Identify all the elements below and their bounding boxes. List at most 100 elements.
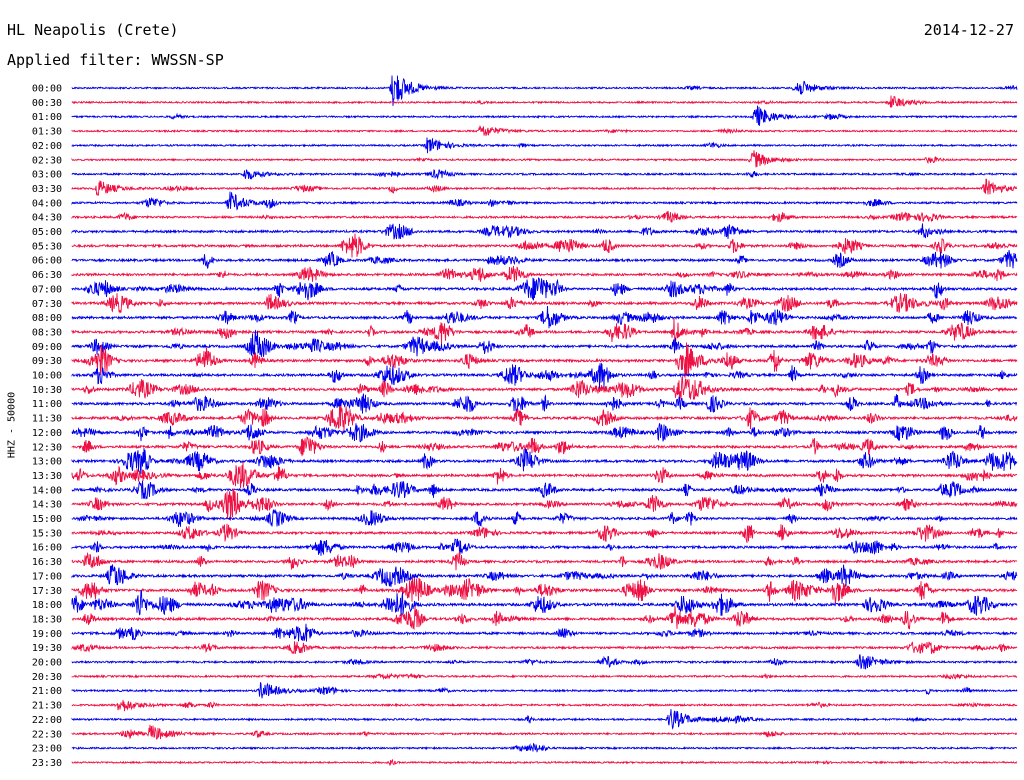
trace-row-1900 <box>71 623 1018 642</box>
row-label-0500: 05:00 <box>32 227 62 238</box>
trace-row-2100 <box>71 682 1018 699</box>
trace-row-1030 <box>71 375 1018 403</box>
row-label-1800: 18:00 <box>32 600 62 611</box>
row-label-2230: 22:30 <box>32 729 62 740</box>
row-label-2330: 23:30 <box>32 758 62 769</box>
trace-row-1330 <box>71 461 1018 489</box>
trace-row-2030 <box>71 672 1018 681</box>
row-label-1730: 17:30 <box>32 586 62 597</box>
trace-row-1730 <box>71 577 1018 604</box>
row-label-1630: 16:30 <box>32 557 62 568</box>
trace-row-1400 <box>71 480 1018 500</box>
trace-row-1930 <box>71 641 1018 655</box>
row-label-0030: 00:30 <box>32 98 62 109</box>
trace-row-1130 <box>71 405 1018 432</box>
trace-row-1700 <box>71 564 1018 587</box>
trace-row-0600 <box>71 250 1018 269</box>
trace-row-0000 <box>71 75 1018 106</box>
trace-row-1200 <box>71 423 1018 443</box>
trace-row-2130 <box>71 700 1018 712</box>
row-label-2130: 21:30 <box>32 701 62 712</box>
station-title: HL Neapolis (Crete) <box>7 21 179 39</box>
trace-row-1100 <box>71 393 1018 414</box>
trace-row-0500 <box>71 223 1018 240</box>
row-label-1130: 11:30 <box>32 414 62 425</box>
row-label-0400: 04:00 <box>32 198 62 209</box>
row-label-1330: 13:30 <box>32 471 62 482</box>
row-label-0430: 04:30 <box>32 213 62 224</box>
trace-row-1800 <box>71 590 1018 617</box>
row-label-1930: 19:30 <box>32 643 62 654</box>
row-label-1430: 14:30 <box>32 500 62 511</box>
filter-label: Applied filter: WWSSN-SP <box>7 51 224 69</box>
row-label-0300: 03:00 <box>32 170 62 181</box>
trace-row-2300 <box>71 742 1018 753</box>
row-label-1400: 14:00 <box>32 485 62 496</box>
row-label-2030: 20:30 <box>32 672 62 683</box>
trace-row-1230 <box>71 436 1017 457</box>
trace-row-0530 <box>71 233 1018 258</box>
row-label-2200: 22:00 <box>32 715 62 726</box>
trace-row-0730 <box>71 293 1018 315</box>
trace-row-0930 <box>71 342 1018 378</box>
trace-row-1430 <box>71 488 1018 521</box>
trace-row-0330 <box>71 178 1018 196</box>
row-label-1200: 12:00 <box>32 428 62 439</box>
row-label-0200: 02:00 <box>32 141 62 152</box>
trace-row-1630 <box>71 551 1018 571</box>
row-label-0730: 07:30 <box>32 299 62 310</box>
row-label-1600: 16:00 <box>32 543 62 554</box>
row-label-1000: 10:00 <box>32 371 62 382</box>
row-label-0130: 01:30 <box>32 127 62 138</box>
trace-row-0230 <box>71 150 1018 168</box>
trace-row-2330 <box>71 758 1018 766</box>
row-label-0330: 03:30 <box>32 184 62 195</box>
trace-row-1530 <box>71 523 1018 543</box>
row-label-2300: 23:00 <box>32 744 62 755</box>
row-label-1300: 13:00 <box>32 457 62 468</box>
trace-row-0800 <box>71 305 1018 329</box>
row-label-2000: 20:00 <box>32 658 62 669</box>
trace-row-0830 <box>71 317 1018 346</box>
trace-row-0300 <box>71 168 1018 180</box>
row-label-0600: 06:00 <box>32 256 62 267</box>
row-label-0630: 06:30 <box>32 270 62 281</box>
trace-row-0900 <box>71 330 1018 357</box>
row-label-0000: 00:00 <box>32 84 62 95</box>
row-label-1030: 10:30 <box>32 385 62 396</box>
trace-row-1830 <box>72 606 1018 630</box>
row-label-0930: 09:30 <box>32 356 62 367</box>
date-label: 2014-12-27 <box>923 21 1014 39</box>
row-label-1230: 12:30 <box>32 442 62 453</box>
row-label-0900: 09:00 <box>32 342 62 353</box>
row-label-0800: 08:00 <box>32 313 62 324</box>
row-label-2100: 21:00 <box>32 686 62 697</box>
row-label-1500: 15:00 <box>32 514 62 525</box>
trace-row-1000 <box>71 362 1018 390</box>
trace-row-0430 <box>71 210 1018 223</box>
row-label-1700: 17:00 <box>32 571 62 582</box>
trace-row-1600 <box>71 538 1018 556</box>
row-label-1900: 19:00 <box>32 629 62 640</box>
row-label-1530: 15:30 <box>32 528 62 539</box>
row-label-0230: 02:30 <box>32 155 62 166</box>
row-label-0530: 05:30 <box>32 241 62 252</box>
trace-row-0100 <box>71 105 1018 126</box>
trace-row-0130 <box>71 125 1018 137</box>
row-label-0700: 07:00 <box>32 284 62 295</box>
row-label-1830: 18:30 <box>32 614 62 625</box>
trace-row-2230 <box>71 724 1018 740</box>
row-label-1100: 11:00 <box>32 399 62 410</box>
trace-row-0630 <box>71 265 1018 282</box>
trace-row-0200 <box>71 137 1018 154</box>
trace-row-2200 <box>71 709 1018 730</box>
row-label-0830: 08:30 <box>32 327 62 338</box>
trace-row-0030 <box>71 95 1018 108</box>
trace-row-0700 <box>71 277 1018 301</box>
trace-row-2000 <box>71 654 1018 670</box>
trace-row-1300 <box>71 447 1018 474</box>
row-label-0100: 01:00 <box>32 112 62 123</box>
trace-row-1500 <box>71 508 1018 527</box>
